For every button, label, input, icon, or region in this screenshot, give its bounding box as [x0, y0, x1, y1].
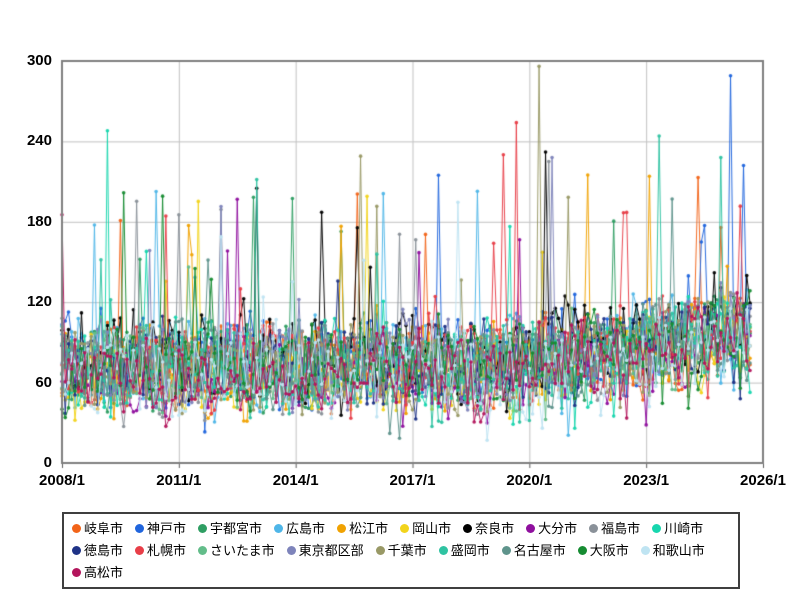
legend-marker-icon — [274, 524, 284, 533]
x-tick-label: 2020/1 — [506, 472, 553, 489]
legend-marker-icon — [400, 524, 410, 533]
legend-label: 千葉市 — [387, 543, 427, 558]
legend-item: 徳島市 — [72, 541, 123, 560]
legend-item: 岡山市 — [400, 519, 451, 538]
plot-area — [0, 0, 800, 505]
y-tick-label: 180 — [26, 212, 52, 230]
legend-item: 高松市 — [72, 563, 123, 582]
legend-marker-icon — [501, 546, 511, 555]
x-tick-label: 2017/1 — [389, 472, 436, 489]
x-tick-label: 2014/1 — [272, 472, 319, 489]
legend-label: 福島市 — [601, 521, 641, 536]
legend-marker-icon — [640, 546, 650, 555]
legend-marker-icon — [135, 524, 145, 533]
legend-label: 東京都区部 — [298, 543, 364, 558]
x-tick-label: 2008/1 — [39, 472, 85, 489]
y-tick-label: 300 — [26, 52, 52, 69]
legend-label: 高松市 — [84, 565, 124, 580]
legend-item: 和歌山市 — [640, 541, 705, 560]
legend-label: 札幌市 — [147, 543, 187, 558]
legend-label: 和歌山市 — [652, 543, 705, 558]
legend-marker-icon — [463, 524, 473, 533]
x-tick-label: 2023/1 — [623, 472, 670, 489]
x-tick-label: 2011/1 — [156, 472, 202, 489]
legend-item: 大阪市 — [577, 541, 629, 560]
legend-marker-icon — [526, 524, 536, 533]
legend-label: 大阪市 — [589, 543, 629, 558]
legend-marker-icon — [652, 524, 662, 533]
legend-item: 松江市 — [337, 519, 388, 538]
legend-label: 神戸市 — [147, 521, 187, 536]
legend-label: 川崎市 — [664, 521, 704, 536]
legend-item: 千葉市 — [375, 541, 427, 560]
x-tick-label: 2026/1 — [740, 472, 786, 489]
legend-label: 松江市 — [349, 521, 389, 536]
legend-item: 大分市 — [526, 519, 577, 538]
legend-item: 名古屋市 — [501, 541, 566, 560]
legend-item: 神戸市 — [135, 519, 186, 538]
legend-marker-icon — [198, 546, 208, 555]
legend-marker-icon — [135, 546, 145, 555]
legend: 岐阜市 神戸市 宇都宮市 広島市 松江市 岡山市 奈良市 大分市 福島市 川崎市徳島市 札幌市 さいた… — [62, 512, 740, 589]
legend-label: 岐阜市 — [84, 521, 124, 536]
legend-label: 名古屋市 — [513, 543, 566, 558]
y-tick-label: 240 — [26, 132, 52, 150]
legend-item: 東京都区部 — [286, 541, 364, 560]
legend-label: さいたま市 — [210, 543, 275, 558]
legend-marker-icon — [375, 546, 385, 555]
legend-item: 札幌市 — [135, 541, 186, 560]
legend-item: 盛岡市 — [438, 541, 490, 560]
legend-label: 奈良市 — [475, 521, 515, 536]
legend-marker-icon — [577, 546, 587, 555]
legend-label: 徳島市 — [84, 543, 124, 558]
legend-label: 宇都宮市 — [210, 521, 263, 536]
legend-item: 宇都宮市 — [198, 519, 262, 538]
legend-marker-icon — [337, 524, 347, 533]
legend-item: 福島市 — [589, 519, 640, 538]
legend-label: 大分市 — [538, 521, 578, 536]
legend-label: 広島市 — [286, 521, 326, 536]
y-tick-label: 0 — [43, 454, 52, 471]
legend-marker-icon — [198, 524, 208, 533]
legend-label: 岡山市 — [412, 521, 452, 536]
y-tick-label: 60 — [35, 373, 52, 391]
legend-marker-icon — [72, 568, 81, 577]
legend-marker-icon — [286, 546, 296, 555]
legend-marker-icon — [72, 524, 81, 533]
legend-marker-icon — [72, 546, 81, 555]
legend-item: 岐阜市 — [72, 519, 123, 538]
y-tick-label: 120 — [26, 293, 52, 311]
legend-label: 盛岡市 — [450, 543, 490, 558]
legend-item: 川崎市 — [652, 519, 703, 538]
legend-item: 広島市 — [274, 519, 325, 538]
legend-item: 奈良市 — [463, 519, 514, 538]
legend-marker-icon — [438, 546, 448, 555]
legend-item: さいたま市 — [198, 541, 275, 560]
legend-marker-icon — [589, 524, 599, 533]
